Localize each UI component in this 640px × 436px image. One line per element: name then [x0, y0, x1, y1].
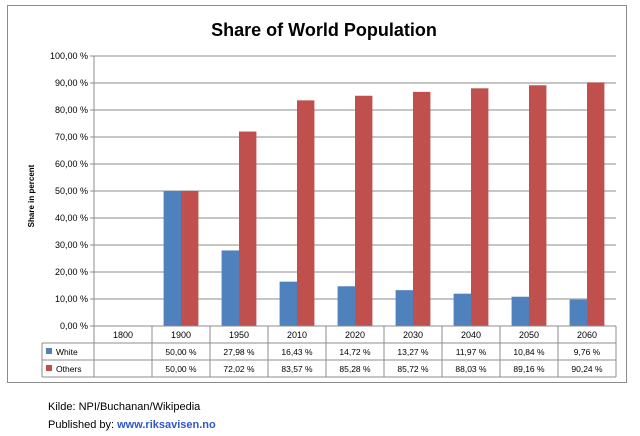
data-label-white: 11,97 % [456, 347, 487, 357]
bar-white-2040 [453, 293, 471, 326]
category-label: 2050 [519, 330, 539, 340]
published-prefix: Published by: [48, 419, 115, 431]
data-label-others: 72,02 % [223, 364, 255, 374]
data-label-white: 9,76 % [574, 347, 601, 357]
bar-others-2030 [413, 91, 431, 326]
y-tick-label: 100,00 % [50, 51, 88, 61]
footer: Kilde: NPI/Buchanan/Wikipedia Published … [48, 398, 216, 434]
y-tick-label: 90,00 % [55, 78, 88, 88]
category-label: 2060 [577, 330, 597, 340]
bar-white-2020 [337, 286, 355, 326]
category-label: 2020 [345, 330, 365, 340]
chart-frame: Share of World Population Share in perce… [7, 5, 627, 383]
category-label: 2040 [461, 330, 481, 340]
bar-others-1950 [239, 131, 257, 326]
category-label: 1950 [229, 330, 249, 340]
bar-others-1900 [181, 191, 199, 326]
plot-area: 0,00 % 10,00 % 20,00 % 30,00 % 40,00 % 50,00 … [41, 51, 617, 378]
y-tick-label: 70,00 % [55, 132, 88, 142]
data-label-others: 85,72 % [397, 364, 429, 374]
chart-title: Share of World Population [211, 20, 437, 40]
category-label: 1800 [113, 330, 133, 340]
bar-others-2040 [471, 88, 489, 326]
legend-label-white: White [56, 347, 78, 357]
y-axis-label: Share in percent [27, 164, 36, 227]
y-tick-label: 30,00 % [55, 240, 88, 250]
data-label-others: 88,03 % [455, 364, 487, 374]
y-tick-label: 50,00 % [55, 186, 88, 196]
category-label: 2030 [403, 330, 423, 340]
chart-svg: Share of World Population Share in perce… [27, 20, 617, 378]
legend-key-others [46, 365, 52, 371]
bar-white-2050 [511, 296, 529, 326]
published-link[interactable]: www.riksavisen.no [117, 419, 216, 431]
data-label-others: 89,16 % [513, 364, 545, 374]
data-label-others: 50,00 % [165, 364, 197, 374]
source-text: Kilde: NPI/Buchanan/Wikipedia [48, 401, 201, 413]
bar-white-1900 [163, 191, 181, 326]
data-label-white: 13,27 % [397, 347, 429, 357]
legend-label-others: Others [56, 364, 82, 374]
y-tick-label: 80,00 % [55, 105, 88, 115]
y-tick-label: 60,00 % [55, 159, 88, 169]
legend-key-white [46, 348, 52, 354]
y-tick-label: 0,00 % [60, 321, 88, 331]
category-label: 2010 [287, 330, 307, 340]
y-tick-label: 10,00 % [55, 294, 88, 304]
y-tick-label: 20,00 % [55, 267, 88, 277]
bar-white-1950 [221, 250, 239, 326]
bar-others-2020 [355, 95, 373, 326]
category-label: 1900 [171, 330, 191, 340]
data-label-white: 10,84 % [513, 347, 545, 357]
data-label-white: 50,00 % [165, 347, 197, 357]
data-label-others: 85,28 % [339, 364, 371, 374]
data-label-white: 27,98 % [223, 347, 255, 357]
bar-others-2010 [297, 100, 315, 327]
bar-others-2060 [587, 82, 605, 327]
data-label-others: 90,24 % [571, 364, 603, 374]
data-label-others: 83,57 % [281, 364, 313, 374]
bar-white-2010 [279, 281, 297, 326]
bar-white-2030 [395, 290, 413, 326]
bar-white-2060 [569, 299, 587, 326]
published-line: Published by: www.riksavisen.no [48, 416, 216, 434]
data-label-white: 14,72 % [339, 347, 371, 357]
y-tick-label: 40,00 % [55, 213, 88, 223]
data-label-white: 16,43 % [281, 347, 313, 357]
bar-others-2050 [529, 85, 547, 326]
